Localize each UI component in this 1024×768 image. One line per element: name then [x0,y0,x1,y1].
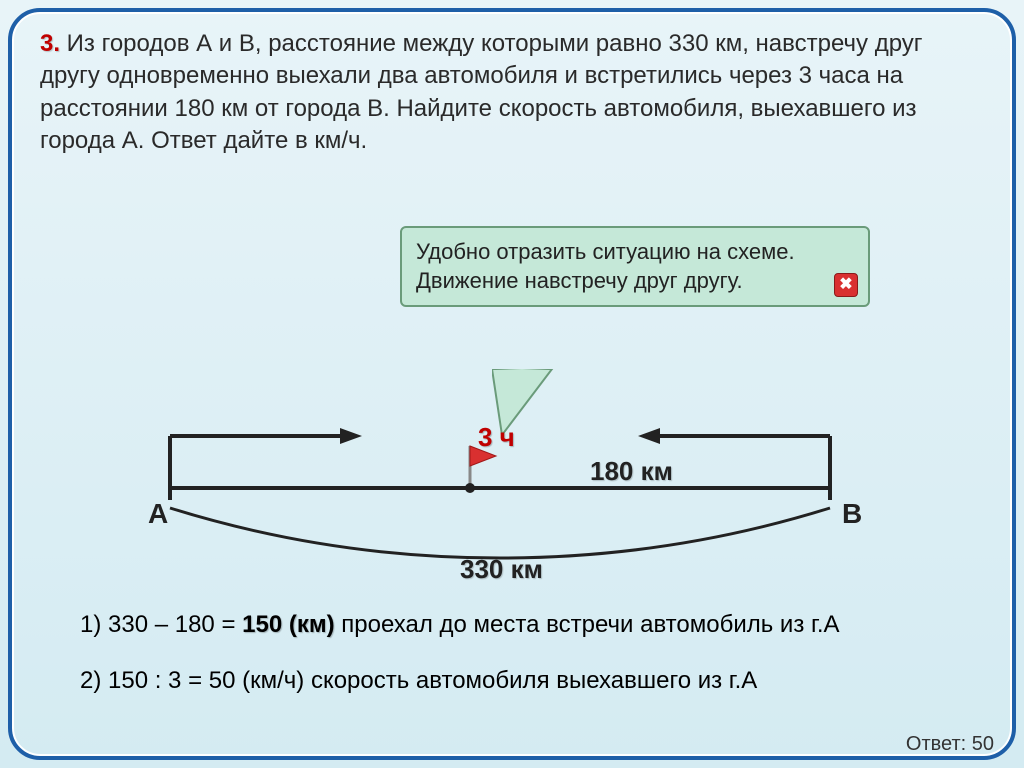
step1-result: 150 (км) [242,611,334,638]
time-label: 3 ч [478,422,515,453]
right-distance-label: 180 км [590,456,673,487]
motion-diagram: 3 ч 180 км А В 330 км [130,398,890,578]
step2-text: 2) 150 : 3 = 50 (км/ч) скорость автомоби… [80,667,757,694]
hint-text: Удобно отразить ситуацию на схеме. Движе… [416,239,795,293]
answer-label: Ответ: [906,733,972,755]
solution-steps: 1) 330 – 180 = 150 (км) проехал до места… [80,608,944,719]
close-icon[interactable]: ✖ [834,273,858,297]
hint-callout: Удобно отразить ситуацию на схеме. Движе… [400,226,870,307]
problem-body: Из городов А и В, расстояние между котор… [40,30,923,154]
point-a-label: А [148,498,168,530]
step1-prefix: 1) 330 – 180 = [80,611,242,638]
problem-statement: 3. Из городов А и В, расстояние между ко… [40,28,984,158]
answer-value: 50 [972,733,994,755]
total-distance-label: 330 км [460,554,543,585]
answer-line: Ответ: 50 [906,733,994,756]
solution-step-1: 1) 330 – 180 = 150 (км) проехал до места… [80,608,944,642]
solution-step-2: 2) 150 : 3 = 50 (км/ч) скорость автомоби… [80,664,944,698]
point-b-label: В [842,498,862,530]
problem-number: 3. [40,30,60,57]
content-area: 3. Из городов А и В, расстояние между ко… [40,28,984,748]
step1-suffix: проехал до места встречи автомобиль из г… [335,611,840,638]
